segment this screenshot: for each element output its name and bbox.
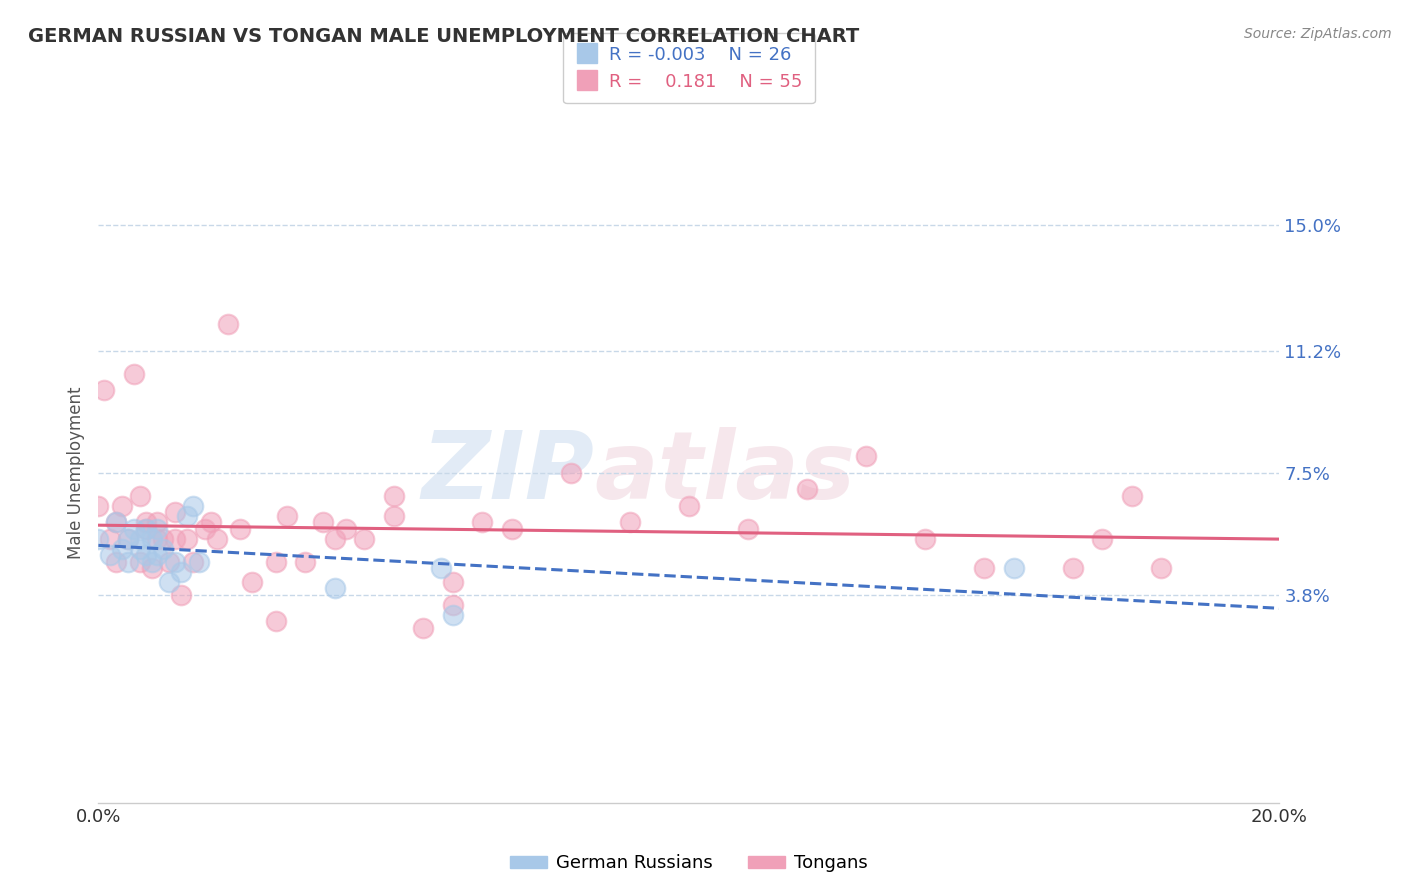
Point xyxy=(619,516,641,530)
Point xyxy=(181,555,204,569)
Point xyxy=(1091,532,1114,546)
Point xyxy=(128,489,150,503)
Point xyxy=(135,516,157,530)
Point xyxy=(157,574,180,589)
Point xyxy=(152,532,174,546)
Point xyxy=(441,574,464,589)
Point xyxy=(128,541,150,556)
Point xyxy=(294,555,316,569)
Point xyxy=(335,522,357,536)
Point xyxy=(382,489,405,503)
Point xyxy=(146,516,169,530)
Point xyxy=(229,522,252,536)
Point xyxy=(165,505,187,519)
Point xyxy=(1062,561,1084,575)
Text: Source: ZipAtlas.com: Source: ZipAtlas.com xyxy=(1244,27,1392,41)
Point xyxy=(128,555,150,569)
Point xyxy=(157,555,180,569)
Point xyxy=(430,561,453,575)
Point xyxy=(276,508,298,523)
Point xyxy=(1121,489,1143,503)
Point xyxy=(240,574,263,589)
Text: atlas: atlas xyxy=(595,426,856,519)
Point xyxy=(87,499,110,513)
Point xyxy=(146,548,169,563)
Point xyxy=(312,516,335,530)
Point xyxy=(105,555,128,569)
Point xyxy=(117,555,139,569)
Point xyxy=(135,522,157,536)
Point xyxy=(170,565,193,579)
Point xyxy=(135,522,157,536)
Point xyxy=(412,621,434,635)
Point xyxy=(181,499,204,513)
Legend: German Russians, Tongans: German Russians, Tongans xyxy=(503,847,875,880)
Point xyxy=(122,367,145,381)
Point xyxy=(111,499,134,513)
Point xyxy=(560,466,582,480)
Point xyxy=(176,532,198,546)
Point xyxy=(973,561,995,575)
Point xyxy=(128,532,150,546)
Point xyxy=(1002,561,1025,575)
Point xyxy=(176,508,198,523)
Point xyxy=(98,548,121,563)
Point xyxy=(323,582,346,596)
Point xyxy=(471,516,494,530)
Point xyxy=(200,516,222,530)
Text: ZIP: ZIP xyxy=(422,426,595,519)
Point xyxy=(205,532,228,546)
Text: GERMAN RUSSIAN VS TONGAN MALE UNEMPLOYMENT CORRELATION CHART: GERMAN RUSSIAN VS TONGAN MALE UNEMPLOYME… xyxy=(28,27,859,45)
Point xyxy=(264,614,287,628)
Point xyxy=(135,548,157,563)
Point xyxy=(122,522,145,536)
Point xyxy=(117,532,139,546)
Point xyxy=(146,532,169,546)
Point xyxy=(98,532,121,546)
Point xyxy=(165,555,187,569)
Point xyxy=(105,516,128,530)
Point xyxy=(93,384,115,398)
Point xyxy=(737,522,759,536)
Point xyxy=(217,318,239,332)
Point xyxy=(796,483,818,497)
Point xyxy=(187,555,209,569)
Point xyxy=(678,499,700,513)
Point xyxy=(117,532,139,546)
Point xyxy=(1150,561,1173,575)
Y-axis label: Male Unemployment: Male Unemployment xyxy=(66,386,84,559)
Point xyxy=(152,541,174,556)
Point xyxy=(141,532,163,546)
Point xyxy=(323,532,346,546)
Point xyxy=(141,555,163,569)
Point xyxy=(194,522,217,536)
Point xyxy=(141,561,163,575)
Point xyxy=(501,522,523,536)
Point xyxy=(382,508,405,523)
Point xyxy=(87,532,110,546)
Point xyxy=(165,532,187,546)
Point xyxy=(264,555,287,569)
Point xyxy=(855,450,877,464)
Point xyxy=(146,522,169,536)
Point xyxy=(170,588,193,602)
Point xyxy=(441,607,464,622)
Point xyxy=(111,541,134,556)
Point xyxy=(105,516,128,530)
Point xyxy=(353,532,375,546)
Point xyxy=(441,598,464,612)
Point xyxy=(914,532,936,546)
